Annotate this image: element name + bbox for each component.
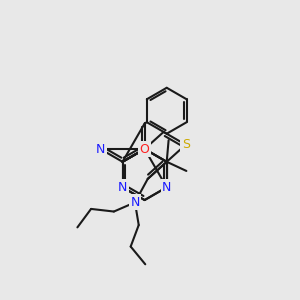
Text: N: N <box>130 196 140 209</box>
Text: O: O <box>140 142 150 155</box>
Text: N: N <box>96 142 105 155</box>
Text: N: N <box>118 181 127 194</box>
Text: N: N <box>162 181 171 194</box>
Text: S: S <box>182 138 190 151</box>
